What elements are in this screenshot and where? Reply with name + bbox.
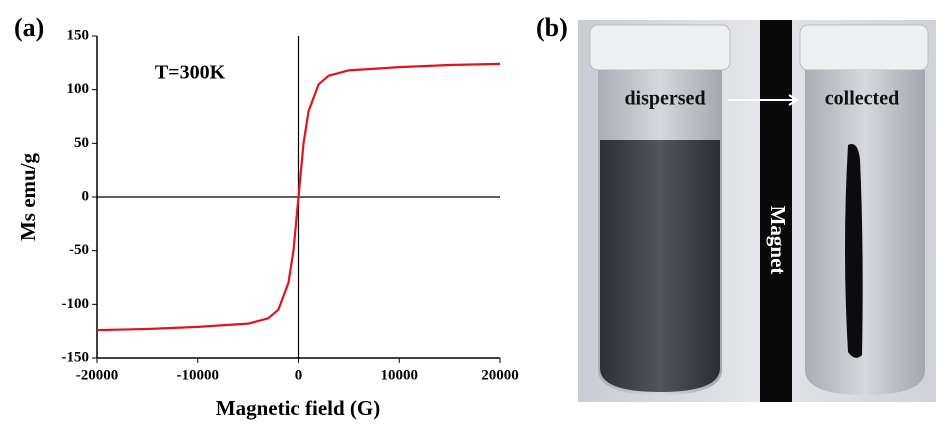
tube-cap bbox=[799, 24, 929, 71]
x-tick-label: 10000 bbox=[381, 367, 419, 383]
photo: dispersed collected Magnet (b) bbox=[536, 13, 936, 402]
annotation: T=300K bbox=[155, 62, 226, 84]
y-axis-label: Ms emu/g bbox=[16, 152, 40, 241]
panel-label: (a) bbox=[14, 13, 44, 42]
panel-label: (b) bbox=[536, 13, 568, 42]
y-tick-label: 50 bbox=[74, 135, 89, 151]
y-tick-label: 0 bbox=[82, 188, 90, 204]
collected-particles bbox=[845, 144, 863, 358]
y-tick-label: 150 bbox=[67, 27, 90, 43]
y-tick-label: 100 bbox=[67, 81, 90, 97]
y-tick-label: -150 bbox=[62, 349, 90, 365]
x-tick-label: 0 bbox=[295, 367, 303, 383]
photo-label: dispersed bbox=[624, 88, 705, 110]
dispersed-liquid bbox=[600, 140, 720, 392]
x-tick-label: 20000 bbox=[481, 367, 519, 383]
y-tick-label: -100 bbox=[62, 296, 90, 312]
photo-label: Magnet bbox=[766, 206, 790, 275]
arrow-head bbox=[788, 94, 799, 106]
x-axis-label: Magnetic field (G) bbox=[216, 396, 380, 420]
photo-label: collected bbox=[825, 88, 899, 110]
tube-cap bbox=[589, 24, 731, 71]
tube bbox=[805, 70, 925, 395]
x-tick-label: -20000 bbox=[76, 367, 119, 383]
x-tick-label: -10000 bbox=[177, 367, 220, 383]
line bbox=[96, 62, 501, 332]
plot-area: -150 -100 -50 0 50 100 150 -20000 -10000 0 10000 20… bbox=[62, 27, 519, 383]
y-tick-label: -50 bbox=[69, 242, 89, 258]
magnet bbox=[760, 20, 792, 402]
